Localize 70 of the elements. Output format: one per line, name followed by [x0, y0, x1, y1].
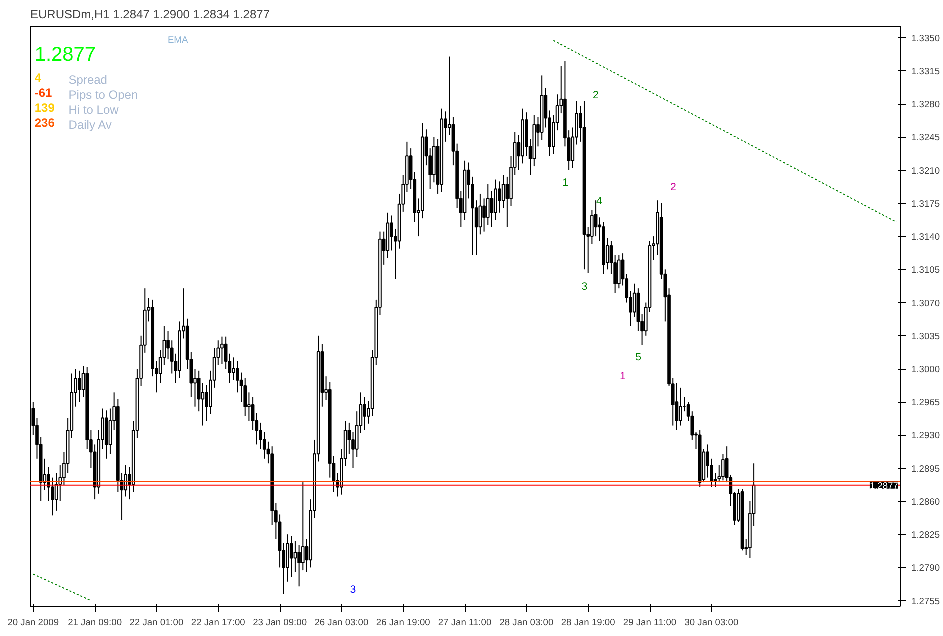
candlestick	[502, 174, 506, 209]
x-tick-label: 23 Jan 09:00	[253, 618, 308, 628]
candlestick	[618, 254, 621, 290]
annotation: 3	[582, 280, 588, 293]
candlestick	[298, 544, 301, 588]
annotation: 1	[562, 176, 569, 189]
x-tick-label: 22 Jan 17:00	[191, 618, 246, 628]
candlestick	[220, 336, 224, 365]
candlestick	[224, 336, 228, 370]
annotation: -61	[34, 86, 53, 100]
candlestick	[482, 198, 486, 232]
candlestick	[78, 370, 82, 403]
x-tick-label: 26 Jan 19:00	[376, 618, 430, 628]
x-tick-label: 20 Jan 2009	[8, 618, 60, 628]
annotation: Hi to Low	[68, 103, 120, 118]
y-tick-label: 1.2755	[912, 596, 940, 606]
candlestick	[478, 193, 482, 236]
candlestick	[722, 454, 725, 482]
y-tick-label: 1.2965	[912, 398, 940, 408]
y-tick-label: 1.3175	[912, 198, 940, 209]
annotation: 139	[34, 101, 56, 116]
y-tick-label: 1.3035	[912, 331, 940, 342]
y-tick-label: 1.3210	[912, 166, 940, 176]
y-tick-label: 1.2825	[912, 530, 940, 540]
y-tick-label: 1.2790	[912, 563, 940, 574]
y-tick-label: 1.3000	[912, 364, 940, 375]
x-tick-label: 26 Jan 03:00	[314, 618, 369, 628]
annotation: 4	[34, 70, 42, 85]
y-tick-label: 1.3105	[912, 265, 940, 276]
annotation: 2	[593, 89, 600, 102]
candlestick	[675, 382, 679, 432]
candlestick	[490, 190, 494, 228]
annotation: EMA	[168, 35, 189, 46]
candlestick	[290, 536, 294, 578]
annotation: Spread	[68, 72, 108, 87]
y-tick-label: 1.3070	[912, 298, 940, 308]
x-tick-label: 22 Jan 01:00	[130, 618, 184, 628]
y-tick-label: 1.3245	[912, 132, 940, 143]
candlestick	[294, 540, 298, 573]
x-tick-label: 27 Jan 11:00	[438, 618, 492, 628]
x-tick-label: 28 Jan 19:00	[561, 618, 616, 628]
annotation: 2	[670, 182, 676, 194]
y-tick-label: 1.2860	[912, 496, 940, 507]
annotation: 1	[620, 370, 626, 383]
y-tick-label: 1.2895	[912, 464, 940, 474]
x-tick-label: 29 Jan 11:00	[623, 618, 677, 628]
candlestick	[108, 408, 112, 455]
annotation: Pips to Open	[68, 88, 138, 102]
candlestick	[363, 396, 366, 432]
annotation: 4	[596, 196, 603, 208]
annotation: 3	[350, 584, 356, 596]
candlestick	[679, 387, 682, 426]
annotation: 5	[636, 352, 642, 364]
candlestick	[498, 181, 502, 214]
annotation: Daily Av	[68, 118, 112, 132]
y-tick-label: 1.3280	[912, 100, 940, 110]
y-tick-label: 1.3140	[912, 232, 940, 242]
chart-title: EURUSDm,H1 1.2847 1.2900 1.2834 1.2877	[30, 8, 270, 22]
ref-line-label: 1.2877	[870, 480, 898, 491]
x-tick-label: 21 Jan 09:00	[68, 618, 122, 628]
y-tick-label: 1.3315	[912, 66, 940, 76]
candlestick	[251, 396, 255, 432]
x-tick-label: 30 Jan 03:00	[684, 618, 739, 628]
annotation: 236	[34, 116, 56, 130]
candlestick	[232, 357, 236, 381]
x-tick-label: 28 Jan 03:00	[500, 618, 554, 628]
candlestick	[594, 200, 598, 238]
y-tick-label: 1.3350	[912, 33, 940, 44]
annotation: 1.2877	[34, 44, 96, 66]
y-tick-label: 1.2930	[912, 430, 940, 441]
